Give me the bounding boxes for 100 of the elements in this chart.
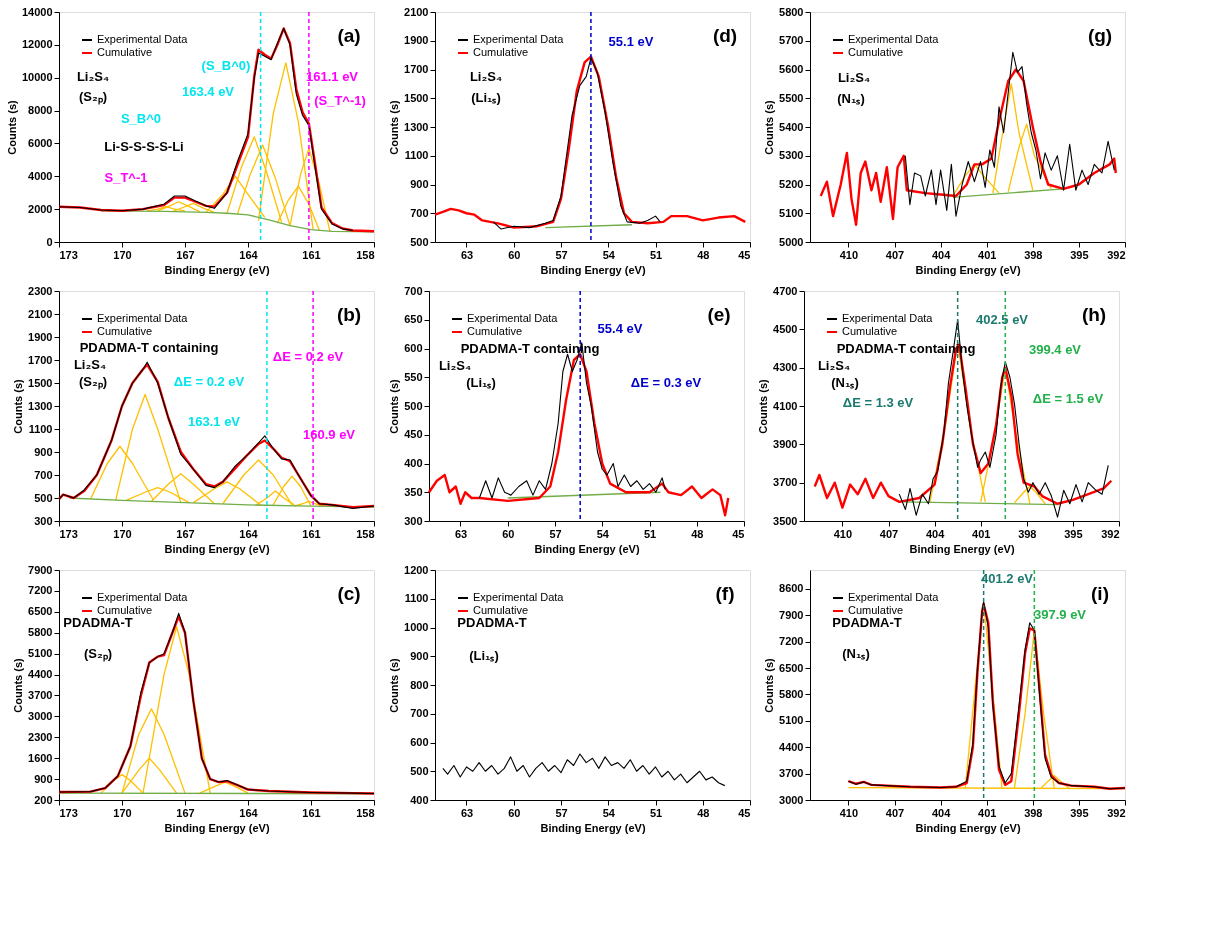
- x-tick-label: 167: [176, 248, 195, 261]
- annotation: ΔE = 1.3 eV: [842, 395, 914, 410]
- y-tick-label: 3700: [779, 767, 804, 780]
- x-tick-label: 392: [1101, 527, 1120, 540]
- y-tick-label: 7900: [28, 563, 53, 576]
- x-tick-label: 410: [833, 527, 853, 540]
- ref-line-label: 402.5 eV: [975, 312, 1029, 327]
- legend-label: Cumulative: [842, 325, 898, 337]
- x-tick-label: 54: [596, 527, 610, 540]
- x-tick-label: 63: [460, 806, 474, 819]
- text: (a): [337, 25, 361, 46]
- y-axis-title: Counts (s): [12, 378, 25, 434]
- y-tick-label: 900: [34, 772, 53, 785]
- text: (h): [1081, 304, 1107, 325]
- y-tick-label: 900: [410, 178, 429, 190]
- y-tick-label: 1100: [28, 422, 53, 435]
- y-tick-label: 5400: [779, 120, 804, 133]
- x-tick-label: 57: [549, 527, 562, 540]
- annotation: (N₁ₛ): [837, 91, 865, 106]
- ref-line-label: 163.1 eV: [187, 414, 241, 429]
- annotation: PDADMA-T: [457, 615, 527, 630]
- y-tick-label: 1500: [404, 91, 429, 104]
- x-tick-label: 54: [602, 806, 616, 819]
- x-tick-label: 407: [885, 248, 905, 261]
- x-axis-title: Binding Energy (eV): [540, 263, 646, 276]
- y-tick-label: 5200: [779, 178, 804, 190]
- legend-label: Cumulative: [848, 46, 904, 58]
- x-tick-label: 48: [697, 248, 710, 261]
- x-tick-label: 54: [602, 248, 616, 261]
- annotation: PDADMA-T: [832, 615, 902, 630]
- y-tick-label: 3000: [779, 793, 804, 806]
- ref-line-label: 55.1 eV: [608, 34, 654, 49]
- x-axis-title: Binding Energy (eV): [534, 542, 640, 555]
- y-tick-label: 1100: [404, 149, 429, 162]
- x-tick-label: 395: [1070, 806, 1089, 819]
- y-tick-label: 3900: [773, 437, 798, 450]
- annotation: (S_B^0): [201, 58, 251, 73]
- x-tick-label: 51: [649, 806, 663, 819]
- y-tick-label: 1600: [28, 751, 53, 764]
- x-tick-label: 395: [1070, 248, 1089, 261]
- y-tick-label: 600: [410, 736, 429, 748]
- annotation: PDADMA-T: [63, 615, 133, 630]
- y-axis-title: Counts (s): [757, 378, 770, 434]
- x-axis-title: Binding Energy (eV): [915, 821, 1021, 834]
- x-tick-label: 164: [239, 527, 259, 540]
- x-axis-title: Binding Energy (eV): [915, 263, 1021, 276]
- ref-line-label: 401.2 eV: [980, 571, 1034, 586]
- text: (c): [337, 583, 361, 604]
- y-tick-label: 3700: [773, 476, 798, 489]
- annotation: Li₂S₄: [76, 69, 110, 84]
- y-tick-label: 2100: [404, 5, 429, 18]
- y-tick-label: 8000: [28, 104, 53, 117]
- annotation: (N₁ₛ): [831, 375, 859, 390]
- y-tick-label: 900: [410, 649, 429, 662]
- y-tick-label: 5800: [779, 5, 804, 18]
- x-tick-label: 45: [738, 806, 751, 819]
- legend-label: Experimental Data: [842, 312, 934, 324]
- y-tick-label: 1700: [404, 63, 429, 75]
- y-tick-label: 1700: [28, 353, 53, 366]
- legend-label: Experimental Data: [97, 33, 189, 45]
- y-tick-label: 8600: [779, 582, 804, 595]
- y-axis-title: Counts (s): [388, 657, 401, 713]
- y-axis-title: Counts (s): [388, 99, 401, 155]
- annotation: Li₂S₄: [817, 358, 851, 373]
- legend-label: Experimental Data: [848, 591, 940, 603]
- x-axis-title: Binding Energy (eV): [540, 821, 646, 834]
- y-tick-label: 1100: [404, 592, 429, 605]
- annotation: (S₂ₚ): [83, 646, 113, 662]
- y-tick-label: 4400: [28, 668, 53, 681]
- legend-label: Cumulative: [97, 325, 153, 337]
- annotation: Li₂S₄: [73, 357, 107, 372]
- x-tick-label: 392: [1107, 806, 1126, 819]
- x-tick-label: 45: [732, 527, 745, 540]
- annotation: (S_T^-1): [314, 93, 366, 108]
- y-tick-label: 5600: [779, 63, 804, 75]
- x-tick-label: 48: [691, 527, 704, 540]
- y-tick-label: 5500: [779, 91, 804, 104]
- annotation: ΔE = 0.3 eV: [630, 375, 702, 390]
- y-tick-label: 300: [34, 514, 53, 527]
- x-tick-label: 398: [1018, 527, 1037, 540]
- x-tick-label: 158: [356, 527, 375, 540]
- annotation: PDADMA-T containing: [79, 340, 219, 355]
- legend-label: Cumulative: [467, 325, 523, 337]
- x-tick-label: 170: [113, 248, 132, 261]
- y-tick-label: 10000: [21, 71, 53, 84]
- x-tick-label: 51: [643, 527, 657, 540]
- x-tick-label: 392: [1107, 248, 1126, 261]
- ref-line-label: 161.1 eV: [305, 69, 359, 84]
- annotation: (S₂ₚ): [78, 374, 108, 390]
- y-tick-label: 700: [404, 284, 423, 297]
- text: (e): [707, 304, 731, 325]
- y-tick-label: 6500: [28, 605, 53, 618]
- y-tick-label: 4500: [773, 322, 798, 335]
- y-tick-label: 900: [34, 445, 53, 458]
- y-tick-label: 7200: [28, 584, 53, 597]
- y-tick-label: 1000: [404, 621, 429, 633]
- y-tick-label: 400: [410, 793, 429, 806]
- ref-line-label: 397.9 eV: [1033, 607, 1087, 622]
- y-tick-label: 4400: [779, 740, 804, 753]
- annotation: Li₂S₄: [837, 70, 871, 85]
